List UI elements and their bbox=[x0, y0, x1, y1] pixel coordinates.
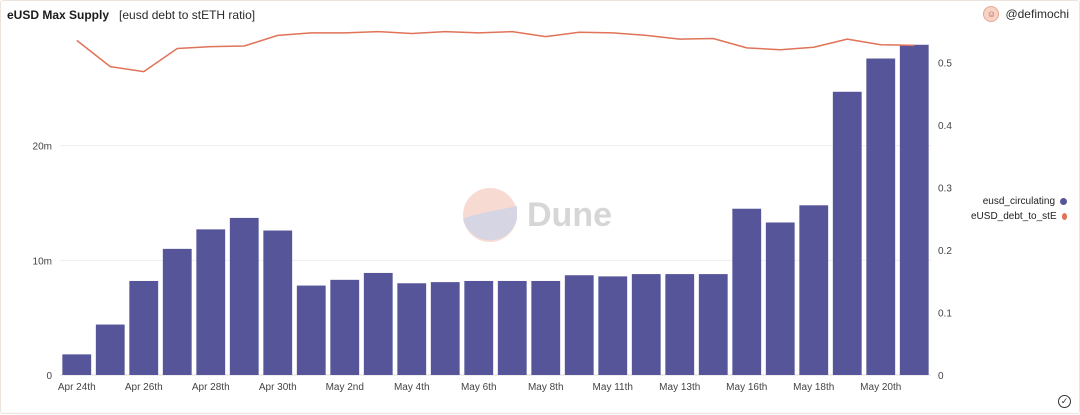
author-link[interactable]: ☺ @defimochi bbox=[983, 5, 1069, 23]
bar bbox=[196, 229, 226, 375]
legend-item-eusd-circulating[interactable]: eusd_circulating bbox=[971, 194, 1067, 209]
y-right-tick-label: 0.1 bbox=[938, 308, 952, 319]
bar bbox=[263, 230, 293, 375]
chart-header: eUSD Max Supply [eusd debt to stETH rati… bbox=[7, 6, 255, 24]
bar bbox=[665, 274, 695, 375]
x-tick-label: May 6th bbox=[461, 382, 497, 393]
bar bbox=[497, 280, 527, 375]
bar bbox=[397, 283, 427, 375]
bar bbox=[95, 324, 125, 375]
x-tick-label: Apr 26th bbox=[125, 382, 163, 393]
legend: eusd_circulating eUSD_debt_to_stE bbox=[971, 194, 1067, 224]
check-icon[interactable]: ✓ bbox=[1058, 395, 1071, 408]
legend-label: eusd_circulating bbox=[982, 196, 1055, 207]
bar bbox=[765, 222, 795, 375]
bar bbox=[866, 58, 896, 376]
bar bbox=[62, 354, 92, 375]
bar bbox=[564, 275, 594, 375]
dune-watermark: Dune bbox=[463, 188, 612, 242]
x-tick-label: Apr 28th bbox=[192, 382, 230, 393]
x-tick-label: May 8th bbox=[528, 382, 564, 393]
y-left-tick-label: 20m bbox=[33, 142, 52, 153]
x-tick-label: May 16th bbox=[726, 382, 767, 393]
y-right-tick-label: 0.3 bbox=[938, 183, 952, 194]
y-right-tick-label: 0 bbox=[938, 371, 944, 382]
bar bbox=[464, 280, 494, 375]
y-left-tick-label: 10m bbox=[33, 256, 52, 267]
bar bbox=[799, 205, 829, 375]
bar bbox=[229, 217, 259, 375]
x-tick-label: May 20th bbox=[860, 382, 901, 393]
bar bbox=[598, 276, 628, 375]
avatar-icon: ☺ bbox=[983, 6, 1000, 22]
x-tick-label: Apr 24th bbox=[58, 382, 96, 393]
y-right-tick-label: 0.4 bbox=[938, 121, 952, 132]
bar bbox=[296, 285, 326, 375]
bar bbox=[363, 272, 393, 375]
x-tick-label: May 2nd bbox=[326, 382, 364, 393]
line-series-debt-ratio bbox=[76, 30, 915, 73]
x-tick-label: May 11th bbox=[593, 382, 633, 393]
legend-item-debt-ratio[interactable]: eUSD_debt_to_stE bbox=[971, 209, 1067, 224]
bar bbox=[162, 248, 192, 375]
x-tick-label: Apr 30th bbox=[259, 382, 297, 393]
bar bbox=[732, 208, 762, 375]
bar bbox=[330, 279, 360, 375]
bar bbox=[430, 282, 460, 375]
x-tick-label: May 4th bbox=[394, 382, 430, 393]
x-tick-label: May 18th bbox=[793, 382, 834, 393]
y-left-tick-label: 0 bbox=[46, 371, 52, 382]
bar bbox=[531, 280, 561, 375]
chart-title: eUSD Max Supply bbox=[7, 8, 110, 22]
chart-subtitle: [eusd debt to stETH ratio] bbox=[119, 8, 256, 22]
author-handle: @defimochi bbox=[1005, 7, 1069, 21]
legend-dot bbox=[1060, 198, 1067, 205]
bar bbox=[698, 274, 728, 375]
bar bbox=[129, 280, 159, 375]
legend-dot bbox=[1061, 213, 1067, 220]
bar bbox=[631, 274, 661, 375]
bar bbox=[899, 44, 929, 375]
bar bbox=[832, 91, 862, 376]
watermark-text: Dune bbox=[527, 195, 612, 234]
dune-logo-icon bbox=[463, 188, 517, 242]
x-tick-label: May 13th bbox=[659, 382, 700, 393]
y-right-tick-label: 0.2 bbox=[938, 246, 952, 257]
legend-label: eUSD_debt_to_stE bbox=[971, 211, 1057, 222]
y-right-tick-label: 0.5 bbox=[938, 58, 952, 69]
